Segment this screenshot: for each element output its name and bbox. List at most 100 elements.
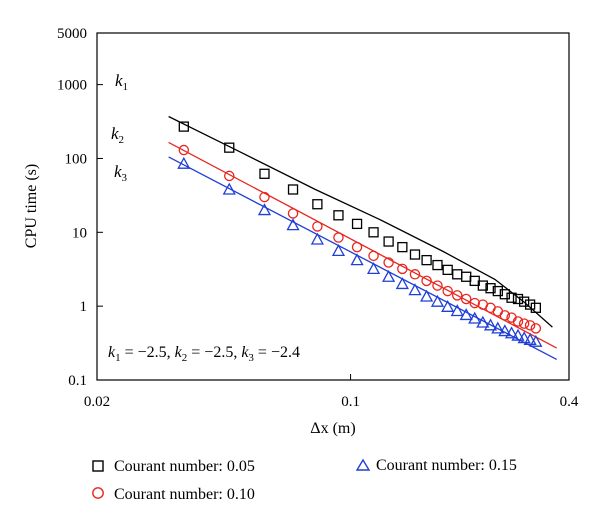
data-point-triangle xyxy=(286,218,300,231)
legend-circle-marker xyxy=(92,487,104,499)
data-point-triangle xyxy=(517,331,531,344)
data-point-circle xyxy=(397,263,408,275)
y-tick-label: 0.1 xyxy=(68,373,87,389)
data-point-square xyxy=(512,293,524,305)
data-point-triangle xyxy=(350,253,364,266)
curve-label-k3: k3 xyxy=(114,162,128,184)
data-point-triangle xyxy=(382,269,396,282)
data-point-square xyxy=(178,121,189,132)
data-point-triangle xyxy=(498,324,512,337)
legend-label-courant-005: Courant number: 0.05 xyxy=(114,458,255,475)
data-point-triangle xyxy=(523,332,537,345)
data-point-triangle xyxy=(419,289,434,302)
data-point-square xyxy=(397,241,408,253)
data-point-triangle xyxy=(441,299,455,312)
data-point-circle xyxy=(368,250,379,262)
y-axis-title: CPU time (s) xyxy=(23,164,40,248)
y-tick-label: 5000 xyxy=(57,26,87,42)
data-point-square xyxy=(351,218,363,230)
x-axis-title: Δx (m) xyxy=(310,420,355,437)
data-point-square xyxy=(499,289,510,300)
data-point-square xyxy=(492,285,503,297)
y-tick-label: 10 xyxy=(72,225,87,241)
data-point-circle xyxy=(432,280,443,291)
data-point-square xyxy=(461,271,472,282)
data-point-circle xyxy=(421,275,432,287)
y-tick-label: 1 xyxy=(80,299,88,315)
legend-item-courant-010: Courant number: 0.10 xyxy=(92,486,255,503)
markers xyxy=(177,121,543,347)
data-point-circle xyxy=(518,318,530,329)
data-point-triangle xyxy=(222,182,236,195)
data-point-circle xyxy=(469,297,480,309)
fit-line-k2 xyxy=(168,141,558,349)
slope-annotation: k1 = −2.5, k2 = −2.5, k3 = −2.4 xyxy=(108,344,300,364)
data-point-triangle xyxy=(476,315,490,328)
legend-item-courant-015: Courant number: 0.15 xyxy=(355,457,517,474)
data-point-square xyxy=(524,299,536,310)
legend-triangle-marker xyxy=(355,458,371,471)
data-point-triangle xyxy=(491,321,505,334)
data-point-triangle xyxy=(450,304,464,317)
x-tick-label: 0.1 xyxy=(341,394,360,410)
data-point-triangle xyxy=(408,283,422,296)
data-point-square xyxy=(530,302,541,313)
legend-label-courant-010: Courant number: 0.10 xyxy=(114,486,255,503)
data-point-triangle xyxy=(468,311,482,324)
data-point-triangle xyxy=(257,203,272,216)
data-point-triangle xyxy=(395,277,409,290)
data-point-circle xyxy=(178,144,190,156)
data-point-circle xyxy=(460,293,472,305)
data-point-circle xyxy=(409,269,421,280)
data-point-circle xyxy=(224,170,235,182)
data-point-circle xyxy=(492,306,504,317)
data-point-square xyxy=(312,199,323,210)
data-point-triangle xyxy=(177,156,191,169)
data-point-square xyxy=(224,142,235,153)
y-tick-label: 100 xyxy=(65,151,88,167)
legend: Courant number: 0.05 Courant number: 0.1… xyxy=(92,457,517,503)
data-point-circle xyxy=(512,316,524,327)
data-point-square xyxy=(518,296,530,307)
data-point-triangle xyxy=(430,294,445,307)
legend-square-marker xyxy=(92,460,104,472)
data-point-triangle xyxy=(331,244,346,257)
legend-label-courant-015: Courant number: 0.15 xyxy=(376,457,517,474)
data-point-circle xyxy=(442,285,453,297)
data-point-square xyxy=(421,254,432,266)
data-point-triangle xyxy=(366,262,381,275)
data-point-triangle xyxy=(483,318,498,331)
data-point-square xyxy=(383,236,394,247)
curve-labels: k1 k2 k3 xyxy=(111,71,128,184)
data-point-triangle xyxy=(511,328,525,341)
plot-frame xyxy=(96,32,570,381)
curve-label-k2: k2 xyxy=(111,124,124,146)
data-point-square xyxy=(287,184,299,195)
data-point-square xyxy=(333,210,344,221)
fit-line-k1 xyxy=(168,115,553,328)
data-point-triangle xyxy=(504,326,519,339)
y-tick-label: 1000 xyxy=(57,78,87,94)
data-point-circle xyxy=(351,241,363,253)
data-point-circle xyxy=(312,221,323,232)
data-point-square xyxy=(477,280,488,291)
data-point-square xyxy=(432,259,443,271)
data-point-square xyxy=(442,264,453,276)
data-point-circle xyxy=(499,310,511,321)
data-point-triangle xyxy=(310,232,324,245)
data-point-circle xyxy=(383,257,394,268)
legend-item-courant-005: Courant number: 0.05 xyxy=(92,458,255,475)
data-point-circle xyxy=(333,232,344,243)
curve-label-k1: k1 xyxy=(115,71,128,93)
data-point-triangle xyxy=(529,334,543,347)
data-point-triangle xyxy=(459,308,473,321)
data-point-square xyxy=(452,269,463,280)
data-point-circle xyxy=(530,323,542,334)
data-point-circle xyxy=(287,208,299,219)
x-tick-label: 0.4 xyxy=(560,394,579,410)
data-point-square xyxy=(259,168,270,179)
data-point-square xyxy=(409,249,421,260)
data-point-circle xyxy=(451,290,463,301)
data-point-square xyxy=(485,283,496,294)
